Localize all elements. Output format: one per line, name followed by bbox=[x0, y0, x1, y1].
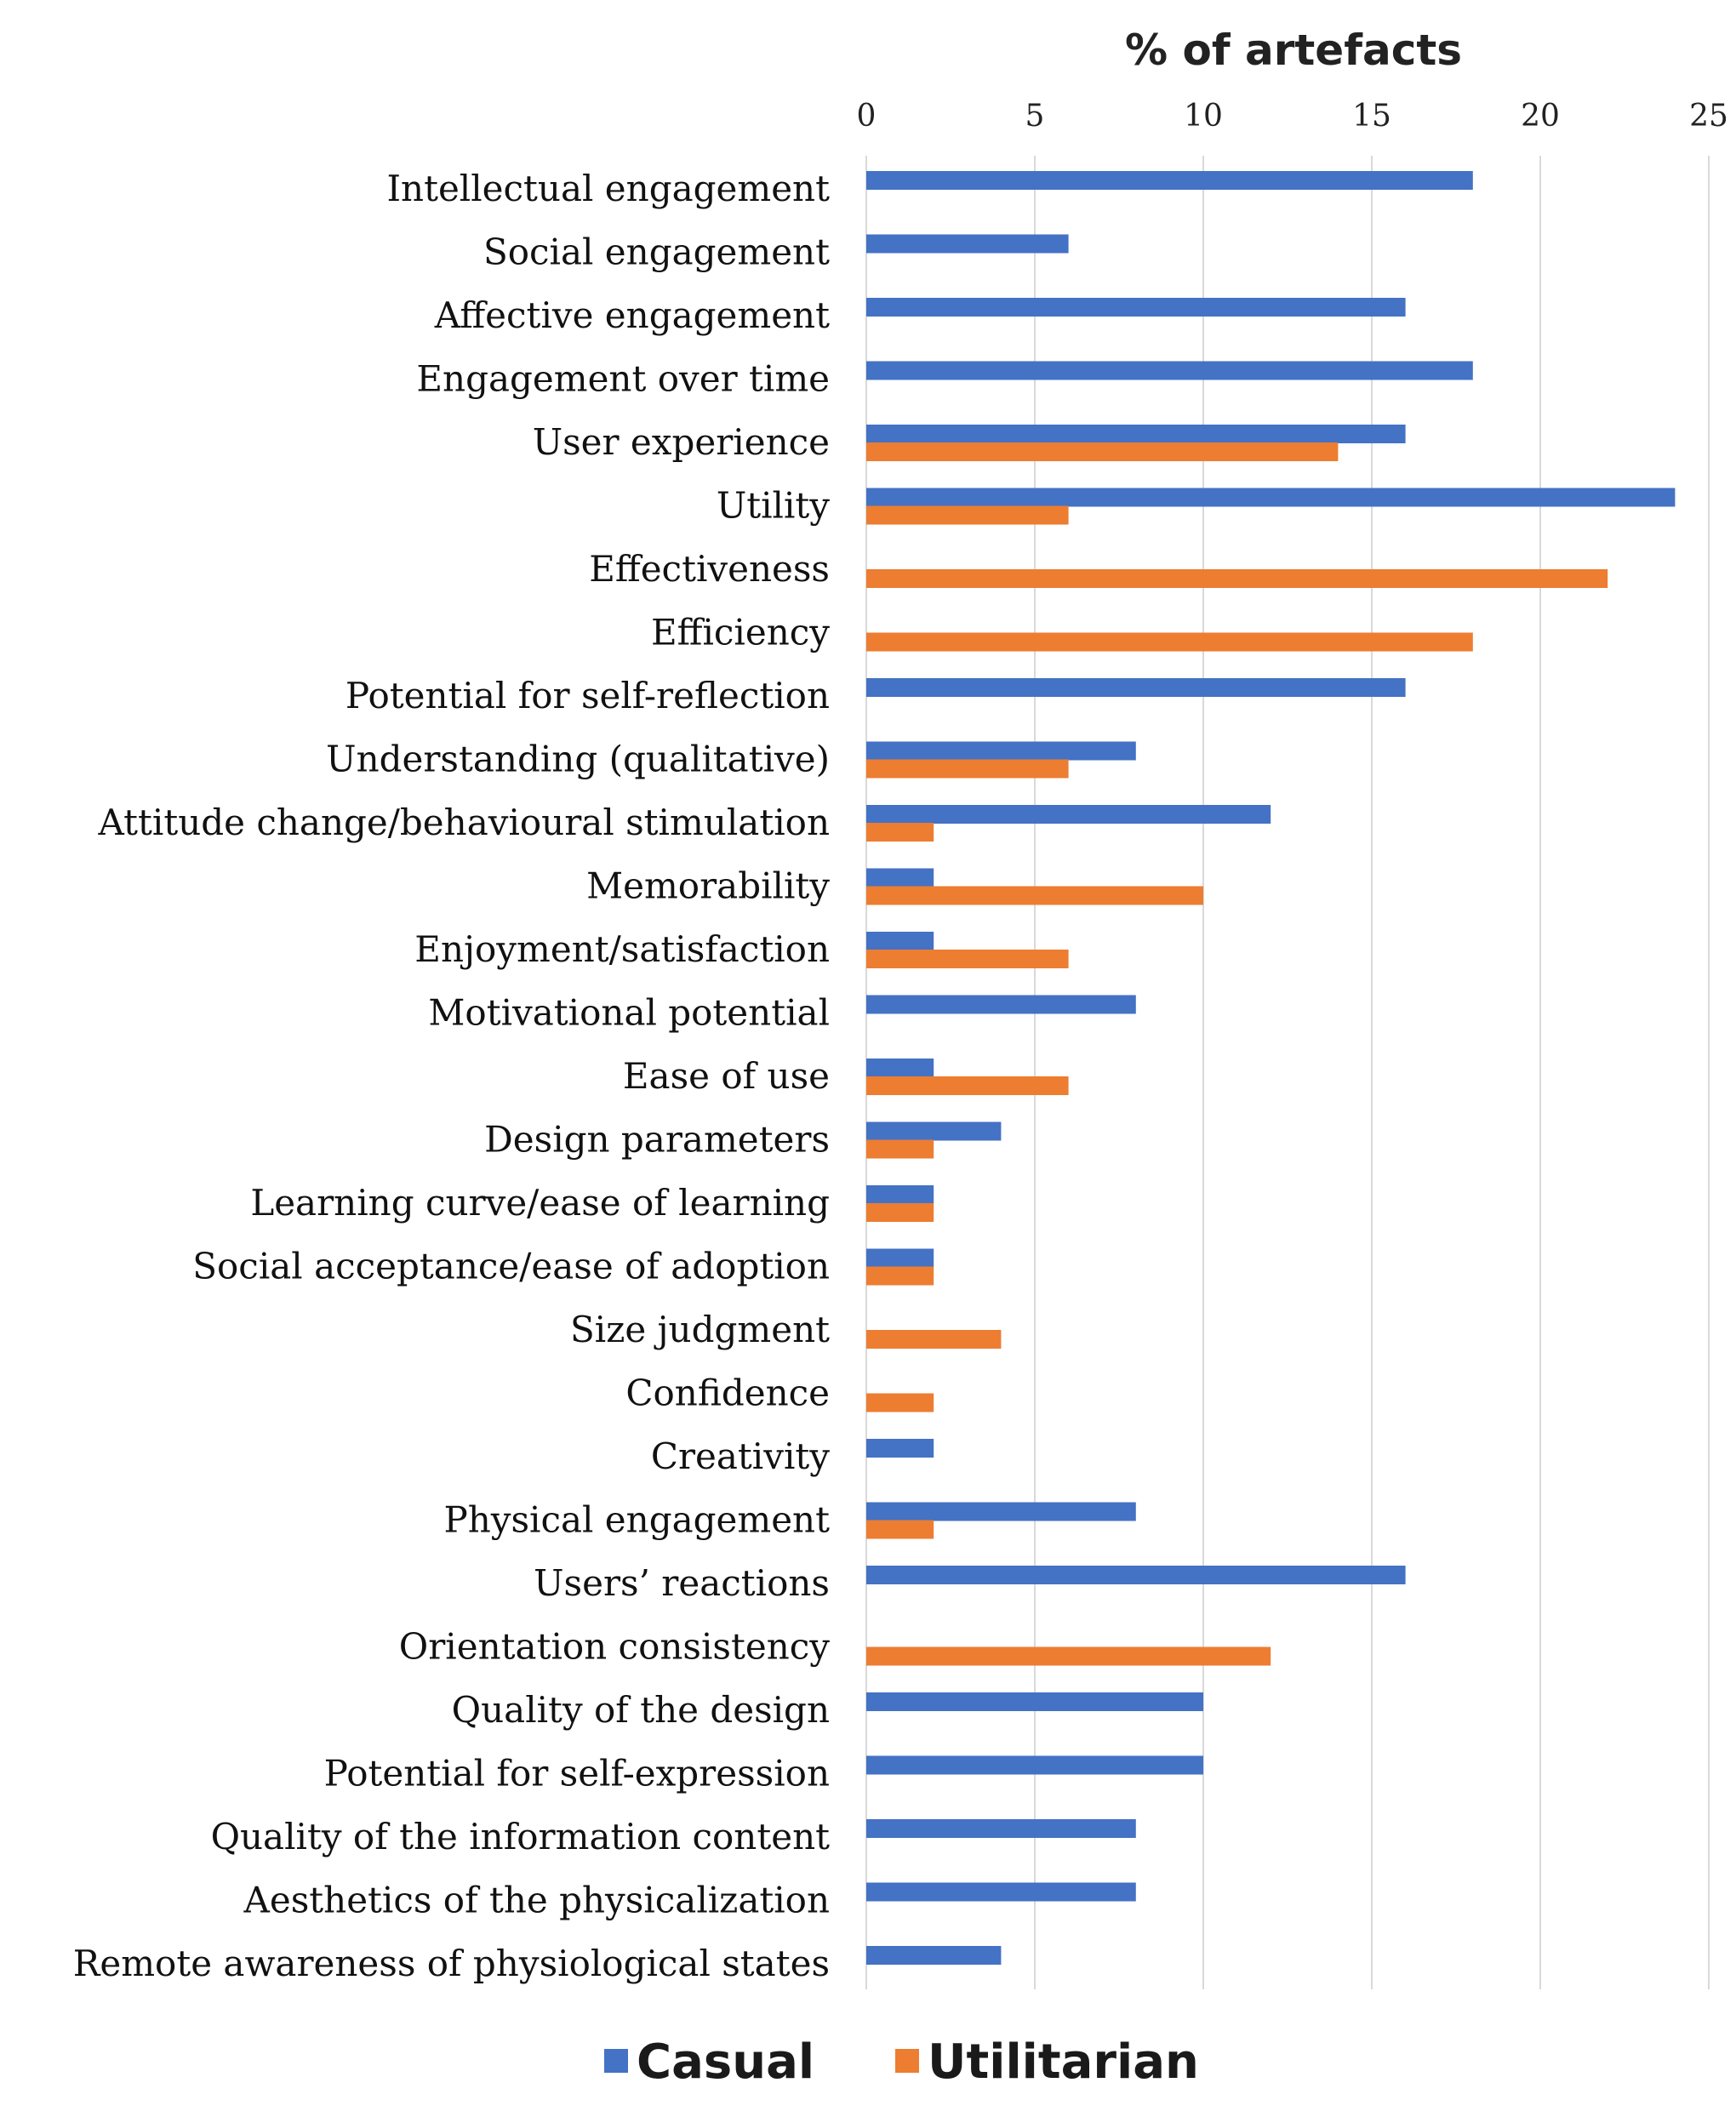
bar-casual bbox=[866, 1566, 1406, 1584]
bar-casual bbox=[866, 1882, 1136, 1902]
category-label: Quality of the design bbox=[452, 1689, 830, 1731]
x-axis-ticks: 0 5 10 15 20 25 bbox=[857, 99, 1728, 134]
bar-utilitarian bbox=[866, 950, 1069, 968]
category-label: Engagement over time bbox=[416, 358, 830, 400]
category-label: Learning curve/ease of learning bbox=[250, 1182, 830, 1224]
category-label: Attitude change/behavioural stimulation bbox=[98, 802, 830, 843]
category-label: Social engagement bbox=[483, 231, 830, 273]
bar-utilitarian bbox=[866, 886, 1203, 905]
legend-label: Casual bbox=[637, 2034, 814, 2090]
category-labels: Intellectual engagement Social engagement… bbox=[73, 168, 831, 1984]
category-label: Design parameters bbox=[484, 1119, 830, 1161]
category-label: Size judgment bbox=[570, 1309, 830, 1350]
x-tick-label: 10 bbox=[1184, 99, 1223, 134]
bar-utilitarian bbox=[866, 1646, 1271, 1666]
bar-casual bbox=[866, 488, 1676, 507]
category-label: Potential for self-expression bbox=[324, 1753, 830, 1795]
gridlines bbox=[865, 156, 1710, 1989]
bar-utilitarian bbox=[866, 1203, 934, 1222]
category-label: Motivational potential bbox=[428, 992, 830, 1034]
category-label: Intellectual engagement bbox=[386, 168, 830, 209]
bar-casual bbox=[866, 1058, 934, 1077]
bar-casual bbox=[866, 171, 1473, 190]
x-axis-title: % of artefacts bbox=[1125, 26, 1462, 75]
category-label: Enjoyment/satisfaction bbox=[414, 928, 830, 970]
bar-casual bbox=[866, 1819, 1136, 1838]
category-label: Utility bbox=[717, 485, 830, 527]
bar-casual bbox=[866, 678, 1406, 697]
bar-casual bbox=[866, 1185, 934, 1204]
category-label: Social acceptance/ease of adoption bbox=[192, 1246, 830, 1287]
bar-utilitarian bbox=[866, 442, 1339, 461]
x-tick-label: 25 bbox=[1689, 99, 1728, 134]
category-label: Aesthetics of the physicalization bbox=[243, 1880, 830, 1921]
bar-utilitarian bbox=[866, 823, 934, 842]
category-label: Quality of the information content bbox=[211, 1816, 831, 1857]
legend-swatch bbox=[604, 2049, 628, 2073]
x-tick-label: 5 bbox=[1025, 99, 1045, 134]
category-label: Affective engagement bbox=[434, 294, 830, 336]
bar-casual bbox=[866, 1502, 1136, 1521]
category-label: Understanding (qualitative) bbox=[326, 739, 830, 780]
category-label: User experience bbox=[533, 421, 830, 463]
bar-utilitarian bbox=[866, 1330, 1002, 1349]
bar-casual bbox=[866, 1248, 934, 1268]
category-label: Efficiency bbox=[651, 612, 830, 653]
category-label: Creativity bbox=[651, 1435, 830, 1477]
bar-casual bbox=[866, 425, 1406, 443]
category-label: Remote awareness of physiological states bbox=[73, 1943, 830, 1984]
bar-casual bbox=[866, 298, 1406, 317]
category-label: Orientation consistency bbox=[399, 1626, 830, 1668]
bar-utilitarian bbox=[866, 1520, 934, 1539]
bar-utilitarian bbox=[866, 1393, 934, 1412]
bar-casual bbox=[866, 1692, 1203, 1711]
category-label: Users’ reactions bbox=[534, 1562, 830, 1604]
bar-casual bbox=[866, 805, 1271, 824]
category-label: Potential for self-reflection bbox=[345, 675, 830, 716]
bar-casual bbox=[866, 1121, 1002, 1141]
bar-casual bbox=[866, 1439, 934, 1458]
legend-label: Utilitarian bbox=[928, 2034, 1199, 2090]
bar-utilitarian bbox=[866, 1266, 934, 1286]
bar-casual bbox=[866, 741, 1136, 761]
category-label: Memorability bbox=[586, 865, 830, 907]
legend-swatch bbox=[895, 2049, 919, 2073]
bars bbox=[866, 171, 1676, 1965]
category-label: Ease of use bbox=[623, 1055, 830, 1097]
bar-casual bbox=[866, 932, 934, 950]
x-tick-label: 0 bbox=[857, 99, 877, 134]
bar-utilitarian bbox=[866, 1139, 934, 1159]
bar-utilitarian bbox=[866, 759, 1069, 779]
legend: Casual Utilitarian bbox=[604, 2034, 1199, 2090]
category-label: Confidence bbox=[625, 1372, 830, 1414]
bar-utilitarian bbox=[866, 569, 1608, 588]
bar-casual bbox=[866, 1946, 1002, 1965]
x-tick-label: 15 bbox=[1352, 99, 1391, 134]
bar-utilitarian bbox=[866, 505, 1069, 525]
bar-utilitarian bbox=[866, 1076, 1069, 1095]
category-label: Effectiveness bbox=[589, 548, 830, 590]
category-label: Physical engagement bbox=[443, 1499, 830, 1541]
bar-casual bbox=[866, 1755, 1203, 1775]
x-tick-label: 20 bbox=[1521, 99, 1560, 134]
bar-casual bbox=[866, 234, 1069, 254]
bar-casual bbox=[866, 995, 1136, 1014]
bar-casual bbox=[866, 868, 934, 887]
bar-utilitarian bbox=[866, 632, 1473, 652]
bar-casual bbox=[866, 361, 1473, 380]
